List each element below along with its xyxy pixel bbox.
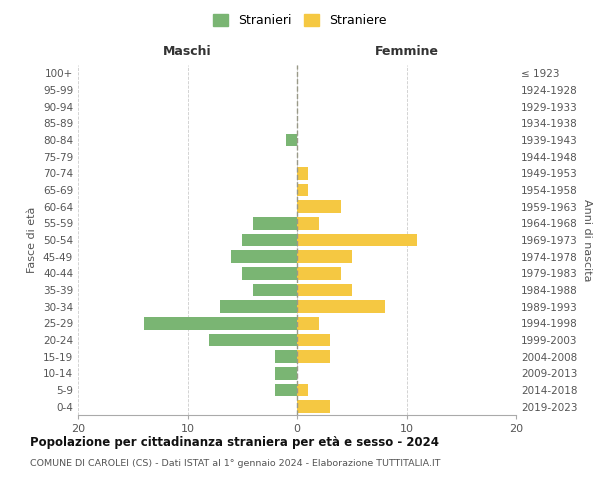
Bar bbox=[220, 300, 297, 313]
Bar bbox=[297, 350, 330, 363]
Bar bbox=[232, 250, 297, 263]
Bar bbox=[275, 367, 297, 380]
Bar bbox=[297, 217, 319, 230]
Bar bbox=[286, 134, 297, 146]
Bar bbox=[253, 284, 297, 296]
Bar bbox=[297, 250, 352, 263]
Bar bbox=[297, 317, 319, 330]
Bar bbox=[209, 334, 297, 346]
Bar bbox=[297, 284, 352, 296]
Y-axis label: Anni di nascita: Anni di nascita bbox=[581, 198, 592, 281]
Bar bbox=[275, 350, 297, 363]
Bar bbox=[242, 234, 297, 246]
Legend: Stranieri, Straniere: Stranieri, Straniere bbox=[208, 8, 392, 32]
Bar bbox=[253, 217, 297, 230]
Text: Maschi: Maschi bbox=[163, 46, 212, 59]
Bar bbox=[297, 384, 308, 396]
Bar bbox=[242, 267, 297, 280]
Bar bbox=[297, 184, 308, 196]
Bar bbox=[297, 234, 418, 246]
Bar bbox=[297, 334, 330, 346]
Bar bbox=[144, 317, 297, 330]
Text: Popolazione per cittadinanza straniera per età e sesso - 2024: Popolazione per cittadinanza straniera p… bbox=[30, 436, 439, 449]
Bar bbox=[297, 300, 385, 313]
Bar bbox=[297, 267, 341, 280]
Bar bbox=[297, 200, 341, 213]
Bar bbox=[275, 384, 297, 396]
Bar bbox=[297, 167, 308, 179]
Text: COMUNE DI CAROLEI (CS) - Dati ISTAT al 1° gennaio 2024 - Elaborazione TUTTITALIA: COMUNE DI CAROLEI (CS) - Dati ISTAT al 1… bbox=[30, 460, 440, 468]
Y-axis label: Fasce di età: Fasce di età bbox=[28, 207, 37, 273]
Text: Femmine: Femmine bbox=[374, 46, 439, 59]
Bar bbox=[297, 400, 330, 413]
